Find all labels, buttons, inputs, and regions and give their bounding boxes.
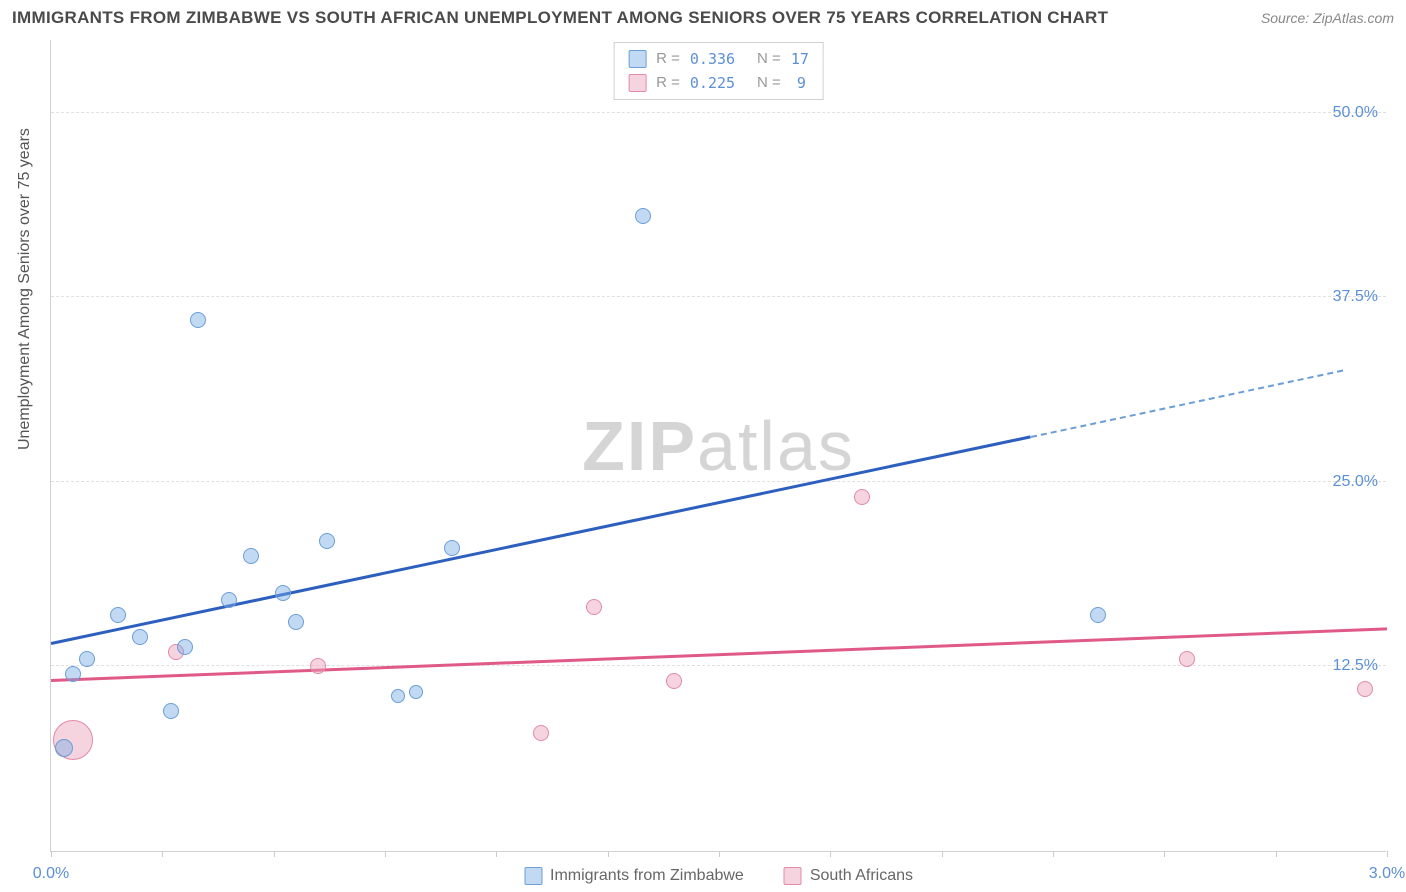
legend-n-label: N = [757,47,781,71]
legend-r-label: R = [656,47,680,71]
y-axis-label: Unemployment Among Seniors over 75 years [16,128,34,450]
legend-label-zimbabwe: Immigrants from Zimbabwe [550,867,744,885]
data-point-zimbabwe [1090,607,1106,623]
data-point-zimbabwe [190,312,206,328]
watermark: ZIPatlas [582,406,855,486]
data-point-zimbabwe [444,540,460,556]
legend-r-label: R = [656,71,680,95]
chart-plot-area: ZIPatlas R = 0.336 N = 17 R = 0.225 N = … [50,40,1386,852]
xtick [385,851,386,857]
xtick [274,851,275,857]
swatch-zimbabwe [524,867,542,885]
swatch-zimbabwe [628,50,646,68]
xtick [719,851,720,857]
data-point-zimbabwe [288,614,304,630]
header: IMMIGRANTS FROM ZIMBABWE VS SOUTH AFRICA… [12,8,1394,28]
xtick [1387,851,1388,857]
data-point-zimbabwe [110,607,126,623]
legend-row-zimbabwe: R = 0.336 N = 17 [628,47,809,71]
data-point-zimbabwe [635,208,651,224]
gridline [51,296,1386,297]
legend-item-zimbabwe: Immigrants from Zimbabwe [524,867,744,885]
gridline [51,481,1386,482]
swatch-south-africans [628,74,646,92]
data-point-zimbabwe [319,533,335,549]
legend-r-sa: 0.225 [690,71,735,95]
gridline [51,112,1386,113]
data-point-zimbabwe [79,651,95,667]
chart-title: IMMIGRANTS FROM ZIMBABWE VS SOUTH AFRICA… [12,8,1108,28]
swatch-south-africans [784,867,802,885]
legend-item-sa: South Africans [784,867,913,885]
legend-label-sa: South Africans [810,867,913,885]
data-point-south-africans [586,599,602,615]
data-point-south-africans [854,489,870,505]
data-point-zimbabwe [65,666,81,682]
trend-line-extrapolated [1031,369,1343,437]
xtick [830,851,831,857]
data-point-zimbabwe [221,592,237,608]
data-point-south-africans [533,725,549,741]
watermark-atlas: atlas [697,407,855,485]
data-point-south-africans [1179,651,1195,667]
xtick [608,851,609,857]
xtick [1053,851,1054,857]
legend-row-sa: R = 0.225 N = 9 [628,71,809,95]
ytick-label: 50.0% [1333,104,1388,122]
data-point-zimbabwe [55,739,73,757]
data-point-zimbabwe [409,685,423,699]
source-attribution: Source: ZipAtlas.com [1261,10,1394,26]
data-point-zimbabwe [391,689,405,703]
xtick [1276,851,1277,857]
legend-n-label: N = [757,71,781,95]
ytick-label: 12.5% [1333,657,1388,675]
legend-n-zimbabwe: 17 [791,47,809,71]
data-point-zimbabwe [177,639,193,655]
xtick [51,851,52,857]
xtick-label: 0.0% [33,865,69,883]
data-point-zimbabwe [243,548,259,564]
legend-n-sa: 9 [797,71,806,95]
ytick-label: 25.0% [1333,473,1388,491]
xtick [942,851,943,857]
xtick-label: 3.0% [1369,865,1405,883]
xtick [496,851,497,857]
watermark-zip: ZIP [582,407,697,485]
xtick [162,851,163,857]
data-point-zimbabwe [275,585,291,601]
legend-r-zimbabwe: 0.336 [690,47,735,71]
data-point-south-africans [666,673,682,689]
ytick-label: 37.5% [1333,288,1388,306]
correlation-legend: R = 0.336 N = 17 R = 0.225 N = 9 [613,42,824,100]
data-point-zimbabwe [132,629,148,645]
xtick [1164,851,1165,857]
data-point-south-africans [310,658,326,674]
series-legend: Immigrants from Zimbabwe South Africans [524,867,913,885]
trend-line [51,435,1031,644]
data-point-zimbabwe [163,703,179,719]
data-point-south-africans [1357,681,1373,697]
